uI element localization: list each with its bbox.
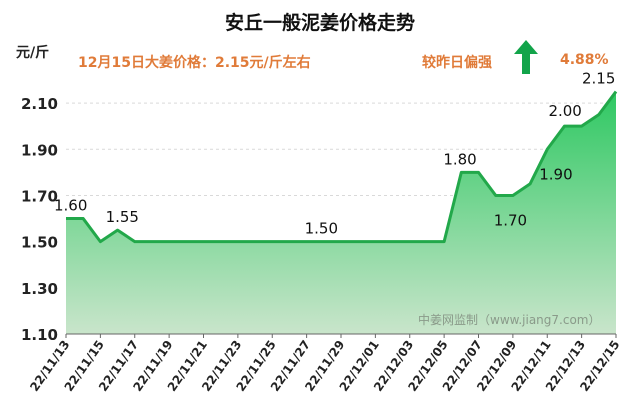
price-summary: 12月15日大姜价格：2.15元/斤左右 <box>78 55 311 71</box>
watermark: 中姜网监制（www.jiang7.com） <box>418 313 601 327</box>
y-tick-label: 1.90 <box>21 141 58 159</box>
up-arrow-icon <box>514 40 538 74</box>
compare-label: 较昨日偏强 <box>422 55 492 71</box>
data-label: 1.70 <box>494 211 527 229</box>
y-tick-label: 1.30 <box>21 280 58 298</box>
y-tick-label: 1.50 <box>21 234 58 252</box>
data-label: 2.15 <box>582 70 615 88</box>
y-tick-label: 2.10 <box>21 95 58 113</box>
data-label: 1.90 <box>539 165 572 183</box>
price-area <box>66 91 616 334</box>
y-tick-label: 1.70 <box>21 187 58 205</box>
chart-title: 安丘一般泥姜价格走势 <box>224 12 415 34</box>
data-label: 1.50 <box>305 220 338 238</box>
data-label: 2.00 <box>548 102 581 120</box>
price-line <box>66 90 618 244</box>
data-label: 1.60 <box>54 197 87 215</box>
data-label: 1.80 <box>443 150 476 168</box>
y-unit-label: 元/斤 <box>16 45 50 61</box>
change-percent: 4.88% <box>560 52 609 68</box>
y-tick-label: 1.10 <box>21 326 58 344</box>
data-label: 1.55 <box>106 208 139 226</box>
